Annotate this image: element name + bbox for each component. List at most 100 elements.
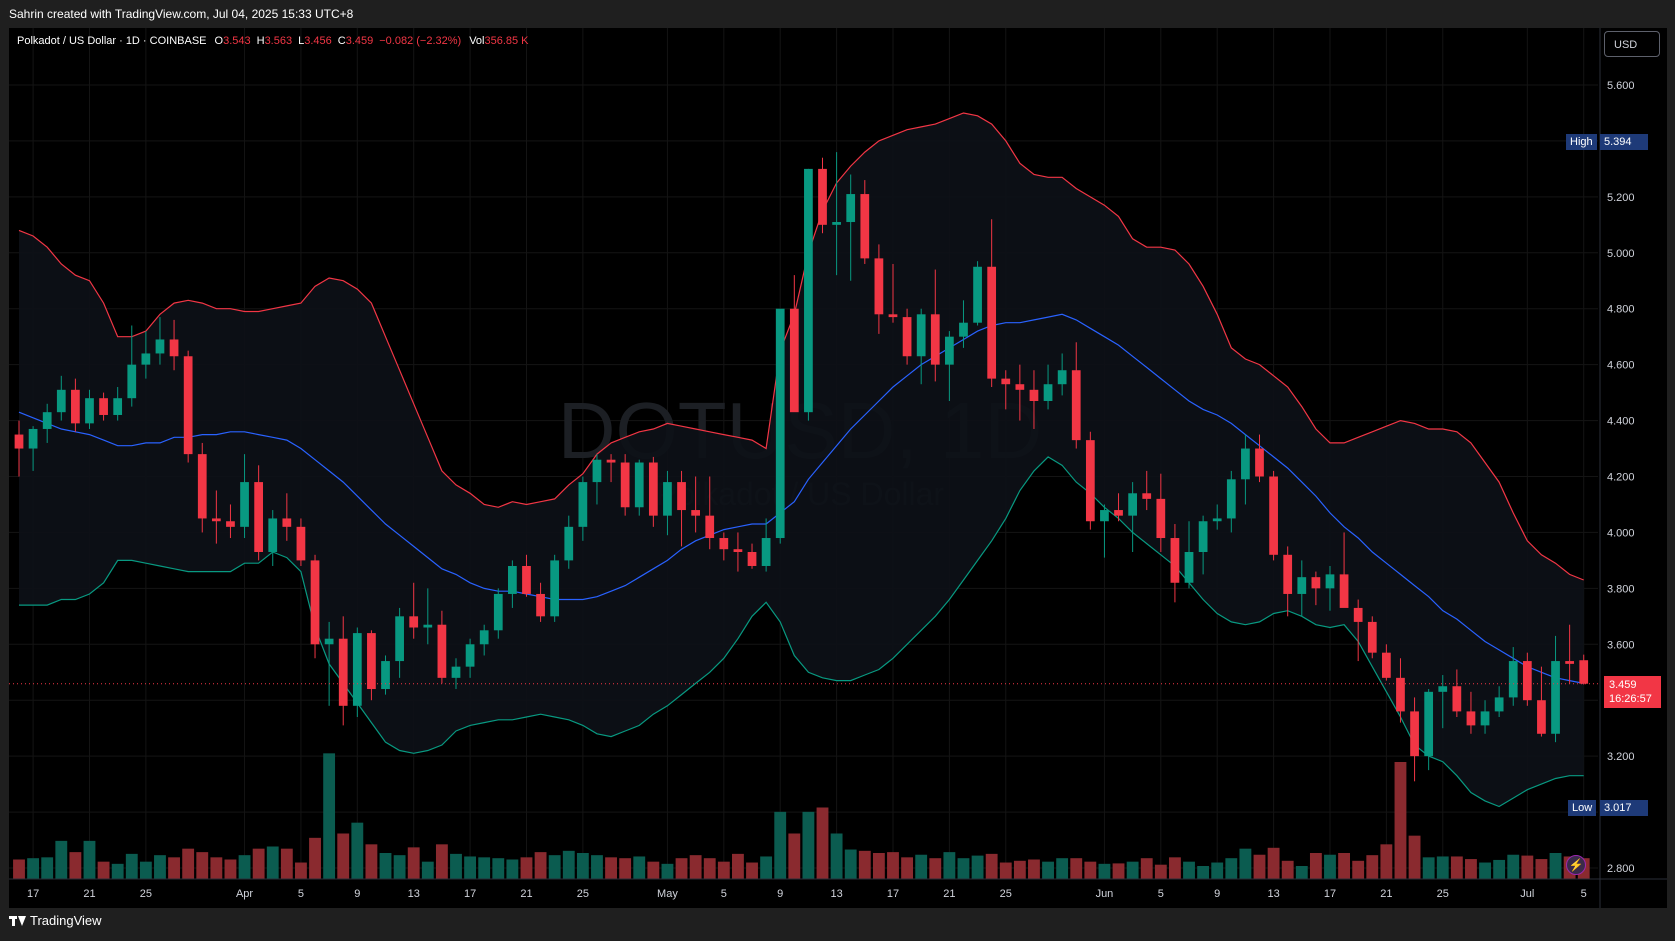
volume-bar: [774, 811, 787, 879]
x-tick-label: 5: [1581, 888, 1587, 900]
volume-bar: [605, 857, 617, 879]
x-tick-label: Apr: [236, 888, 253, 900]
volume-bar: [717, 861, 730, 879]
low-value: 3.456: [304, 35, 332, 47]
candle-body: [1522, 661, 1532, 701]
volume-bar: [97, 861, 110, 879]
x-tick-label: 5: [721, 888, 727, 900]
volume-bar: [450, 853, 462, 879]
candle-body: [691, 510, 701, 516]
last-price-value: 3.459: [1609, 679, 1637, 691]
volume-bar: [633, 856, 646, 879]
x-tick-label: 5: [1158, 888, 1164, 900]
currency-button[interactable]: USD: [1604, 31, 1660, 57]
x-tick-label: 25: [577, 888, 589, 900]
candle-body: [973, 266, 982, 323]
candle-body: [1480, 711, 1490, 726]
candle-body: [945, 336, 954, 365]
volume-bar: [238, 855, 251, 879]
x-tick-label: 21: [943, 888, 955, 900]
volume-bar: [407, 847, 420, 879]
candle-body: [987, 266, 997, 379]
x-tick-label: 9: [777, 888, 783, 900]
y-tick-label: 3.200: [1607, 751, 1635, 763]
volume-bar: [1239, 848, 1252, 879]
candle-body: [1029, 389, 1039, 401]
bollinger-band-fill: [19, 113, 1584, 807]
volume-bar: [901, 857, 914, 879]
candle-body: [761, 538, 771, 566]
candle-body: [1241, 448, 1250, 480]
candle-body: [395, 616, 404, 662]
candle-body: [832, 222, 841, 225]
high-label: H: [256, 35, 265, 47]
candle-body: [818, 168, 827, 225]
bollinger-basis-line: [18, 313, 1584, 684]
volume-label: Vol: [469, 35, 485, 47]
candle-body: [719, 538, 729, 550]
symbol-title[interactable]: Polkadot / US Dollar · 1D · COINBASE: [17, 35, 207, 47]
candle-body: [860, 194, 870, 259]
tradingview-logo[interactable]: TradingView: [9, 913, 102, 928]
volume-bar: [1436, 856, 1449, 879]
candle-body: [1170, 538, 1180, 583]
candle-body: [183, 356, 193, 455]
candle-body: [1071, 370, 1081, 441]
candle-body: [747, 552, 757, 566]
y-tick-label: 4.400: [1607, 416, 1635, 428]
candle-body: [451, 666, 461, 678]
volume-bar: [591, 855, 603, 879]
volume-bar: [971, 855, 984, 879]
candle-body: [1311, 577, 1321, 589]
volume-bar: [55, 840, 68, 879]
volume-bar: [1042, 861, 1054, 879]
candle-body: [169, 339, 179, 357]
candle-body: [1494, 697, 1504, 712]
bollinger-upper-line: [18, 112, 1584, 581]
bottom-bar: [0, 908, 1675, 941]
x-tick-label: 17: [464, 888, 476, 900]
volume-bar: [1070, 858, 1083, 879]
candle-body: [564, 526, 574, 561]
candle-body: [1565, 661, 1574, 664]
candle-body: [677, 482, 686, 511]
x-tick-label: Jun: [1096, 888, 1114, 900]
volume-bar: [915, 854, 928, 879]
x-tick-label: Jul: [1520, 888, 1534, 900]
candle-body: [902, 317, 912, 357]
volume-bar: [1493, 859, 1506, 879]
candle-body: [1297, 577, 1307, 594]
candle-body: [550, 560, 560, 617]
candle-body: [1226, 479, 1236, 519]
candle-body: [1325, 574, 1335, 589]
candle-body: [733, 549, 743, 553]
volume-bar: [619, 858, 632, 879]
bolt-icon[interactable]: ⚡: [1566, 855, 1586, 875]
candle-body: [437, 624, 447, 678]
candle-body: [1424, 691, 1434, 757]
x-tick-label: 13: [408, 888, 420, 900]
y-tick-label: 3.600: [1607, 639, 1635, 651]
high-value: 3.563: [264, 35, 293, 47]
candle-body: [352, 633, 362, 706]
candle-body: [648, 462, 658, 516]
volume-bar: [252, 848, 265, 879]
volume-bar: [1352, 860, 1365, 879]
candle-body: [959, 322, 968, 337]
volume-bar: [534, 852, 547, 879]
volume-bar: [1479, 862, 1491, 879]
volume-bar: [1197, 866, 1210, 879]
candle-body: [1001, 378, 1011, 385]
volume-bar: [154, 855, 166, 879]
volume-bar: [999, 862, 1012, 879]
volume-bar: [1013, 860, 1026, 879]
candle-body: [1184, 552, 1194, 583]
volume-bar: [196, 852, 209, 879]
volume-bar: [1253, 854, 1266, 879]
volume-bar: [266, 846, 279, 879]
candle-body: [888, 314, 898, 318]
volume-bar: [111, 863, 124, 879]
volume-bar: [1154, 864, 1167, 879]
volume-bar: [139, 861, 152, 879]
